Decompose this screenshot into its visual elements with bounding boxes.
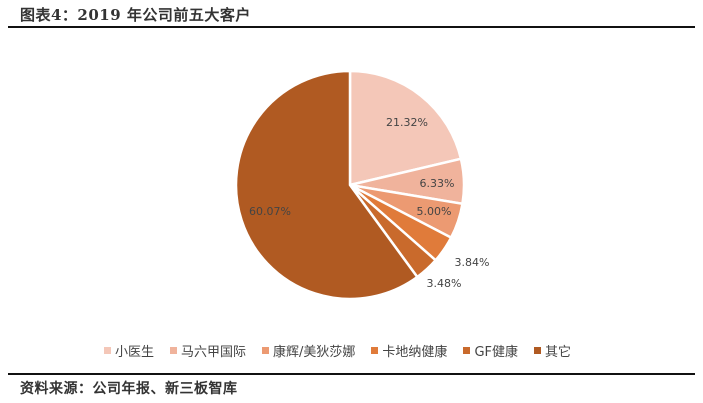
slice-label: 3.48% (427, 277, 462, 290)
legend-item: 马六甲国际 (170, 341, 246, 360)
source-note: 资料来源：公司年报、新三板智库 (20, 381, 238, 397)
legend-swatch (262, 347, 270, 354)
legend-swatch (104, 347, 111, 354)
pie-slice (234, 69, 420, 301)
legend-swatch (534, 347, 541, 354)
slice-label: 21.32% (386, 116, 428, 129)
legend-swatch (170, 347, 178, 354)
legend-item: 小医生 (104, 341, 154, 360)
legend-label: 小医生 (115, 345, 155, 360)
legend-item: 康辉/美狄莎娜 (262, 341, 355, 360)
legend-label: 康辉/美狄莎娜 (273, 345, 356, 360)
figure-title: 图表4：2019 年公司前五大客户 (20, 6, 251, 24)
slice-label: 6.33% (420, 177, 455, 190)
legend-label: GF健康 (474, 345, 518, 360)
legend-swatch (371, 347, 379, 354)
legend-label: 其它 (545, 345, 572, 360)
slice-label: 5.00% (417, 205, 452, 218)
legend-item: 其它 (534, 341, 571, 360)
slice-label: 3.84% (455, 256, 490, 269)
legend-label: 卡地纳健康 (382, 345, 448, 360)
legend-swatch (463, 347, 471, 354)
legend-label: 马六甲国际 (181, 345, 247, 360)
chart-legend: 小医生 马六甲国际 康辉/美狄莎娜 卡地纳健康 GF健康 其它 (104, 341, 571, 360)
legend-item: GF健康 (463, 341, 518, 360)
bottom-divider (8, 373, 695, 375)
legend-item: 卡地纳健康 (371, 341, 447, 360)
pie-slice (348, 69, 463, 187)
slice-label: 60.07% (249, 205, 291, 218)
pie-chart: 21.32% 6.33% 5.00% 3.84% 3.48% 60.07% (234, 69, 490, 301)
top-divider (8, 26, 695, 28)
